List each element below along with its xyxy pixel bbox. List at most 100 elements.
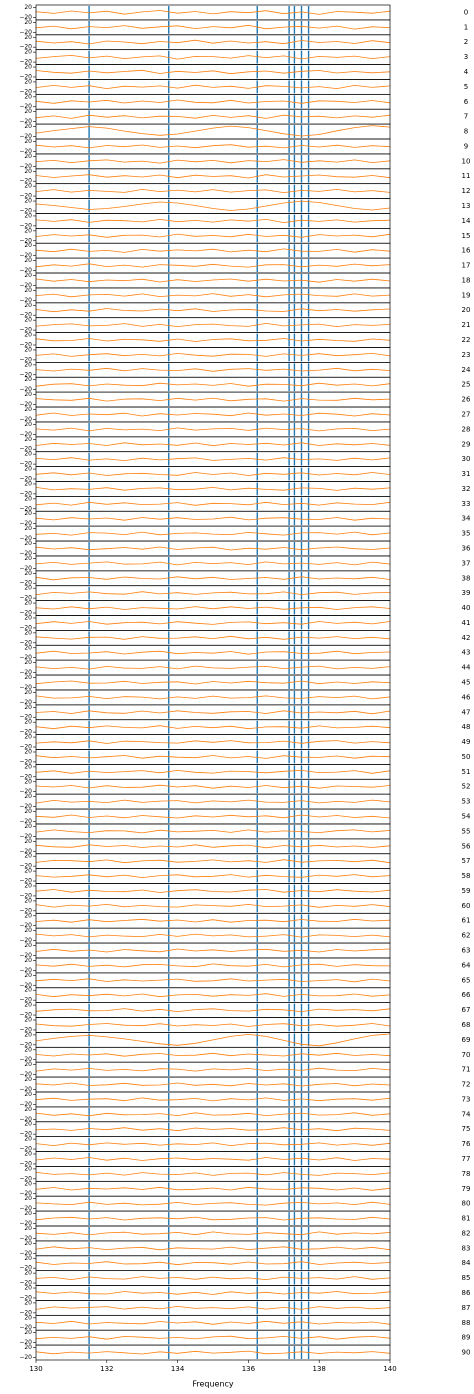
y-tick-label: 20 xyxy=(24,495,32,502)
y-tick-label: 20 xyxy=(24,1329,32,1336)
y-tick-label: 20 xyxy=(24,1017,32,1024)
series-line xyxy=(35,218,391,224)
series-line xyxy=(35,54,391,60)
x-tick-label: 136 xyxy=(242,1365,256,1373)
y-tick-label: −20 xyxy=(19,297,32,304)
y-tick-label: 20 xyxy=(24,614,32,621)
y-tick-label: −20 xyxy=(19,1309,32,1316)
panel-label: 15 xyxy=(462,232,471,240)
y-tick-label: 20 xyxy=(24,957,32,964)
y-tick-label: −20 xyxy=(19,148,32,155)
y-tick-label: 20 xyxy=(24,748,32,755)
series-line xyxy=(35,486,391,491)
series-line xyxy=(35,472,391,476)
y-tick-label: −20 xyxy=(19,1220,32,1227)
series-line xyxy=(35,769,391,774)
y-tick-label: 20 xyxy=(24,525,32,532)
y-tick-label: −20 xyxy=(19,1041,32,1048)
series-line xyxy=(35,1246,391,1251)
y-tick-label: −20 xyxy=(19,639,32,646)
panel-label: 5 xyxy=(464,83,468,91)
series-line xyxy=(35,10,391,15)
series-line xyxy=(35,233,391,238)
series-line xyxy=(35,397,391,402)
panel-label: 74 xyxy=(462,1110,471,1118)
y-tick-label: −20 xyxy=(19,44,32,51)
y-tick-label: 20 xyxy=(24,704,32,711)
series-line xyxy=(35,635,391,640)
series-line xyxy=(35,39,391,45)
series-line xyxy=(35,352,391,357)
panel-label: 58 xyxy=(462,872,471,880)
y-tick-label: 20 xyxy=(24,376,32,383)
y-tick-label: −20 xyxy=(19,416,32,423)
y-tick-label: −20 xyxy=(19,490,32,497)
series-line xyxy=(35,1112,391,1117)
panel-label: 22 xyxy=(462,336,471,344)
panel-label: 39 xyxy=(462,589,471,597)
panel-label: 72 xyxy=(462,1081,471,1089)
y-tick-label: 20 xyxy=(24,93,32,100)
y-tick-label: 20 xyxy=(24,853,32,860)
series-line xyxy=(35,1216,391,1221)
panel-label: 55 xyxy=(462,827,471,835)
y-tick-label: 20 xyxy=(24,1344,32,1351)
series-line xyxy=(35,710,391,715)
y-tick-label: −20 xyxy=(19,669,32,676)
series-line xyxy=(35,531,391,536)
y-tick-label: −20 xyxy=(19,1160,32,1167)
y-tick-label: −20 xyxy=(19,14,32,21)
y-tick-label: −20 xyxy=(19,535,32,542)
panel-label: 16 xyxy=(462,247,471,255)
y-tick-label: −20 xyxy=(19,73,32,80)
series-line xyxy=(35,978,391,983)
y-tick-label: 20 xyxy=(24,987,32,994)
y-tick-label: 20 xyxy=(24,778,32,785)
y-tick-label: 20 xyxy=(24,897,32,904)
panel-label: 73 xyxy=(462,1095,471,1103)
series-line xyxy=(35,844,391,849)
y-tick-label: −20 xyxy=(19,714,32,721)
y-tick-label: −20 xyxy=(19,1250,32,1257)
panel-label: 65 xyxy=(462,976,471,984)
y-tick-label: −20 xyxy=(19,237,32,244)
panel-label: 17 xyxy=(462,262,471,270)
series-line xyxy=(35,144,391,149)
panel-label: 1 xyxy=(464,23,468,31)
series-line xyxy=(35,1201,391,1206)
y-tick-label: 20 xyxy=(24,793,32,800)
series-line xyxy=(35,99,391,104)
y-tick-label: 20 xyxy=(24,1031,32,1038)
y-tick-label: −20 xyxy=(19,401,32,408)
series-line xyxy=(35,322,391,328)
y-tick-label: −20 xyxy=(19,773,32,780)
y-tick-label: 20 xyxy=(24,644,32,651)
panel-label: 62 xyxy=(462,932,471,940)
series-line xyxy=(35,84,391,90)
series-line xyxy=(35,188,391,194)
y-tick-label: 20 xyxy=(24,451,32,458)
y-tick-label: −20 xyxy=(19,103,32,110)
y-tick-label: −20 xyxy=(19,922,32,929)
y-tick-label: 20 xyxy=(24,1270,32,1277)
series-line xyxy=(35,1231,391,1236)
series-line xyxy=(35,933,391,938)
y-tick-label: −20 xyxy=(19,252,32,259)
y-tick-label: 20 xyxy=(24,719,32,726)
panel-label: 35 xyxy=(462,530,471,538)
panel-label: 10 xyxy=(462,157,471,165)
panel-label: 33 xyxy=(462,500,471,508)
y-tick-label: 20 xyxy=(24,346,32,353)
y-tick-label: −20 xyxy=(19,520,32,527)
panel-label: 37 xyxy=(462,559,471,567)
y-tick-label: 20 xyxy=(24,1210,32,1217)
y-tick-label: 20 xyxy=(24,168,32,175)
panel-label: 90 xyxy=(462,1349,471,1357)
panel-label: 77 xyxy=(462,1155,471,1163)
y-tick-label: 20 xyxy=(24,942,32,949)
panel-label: 80 xyxy=(462,1200,471,1208)
panel-label: 14 xyxy=(462,217,471,225)
y-tick-label: −20 xyxy=(19,312,32,319)
y-tick-label: 20 xyxy=(24,436,32,443)
y-tick-label: 20 xyxy=(24,272,32,279)
